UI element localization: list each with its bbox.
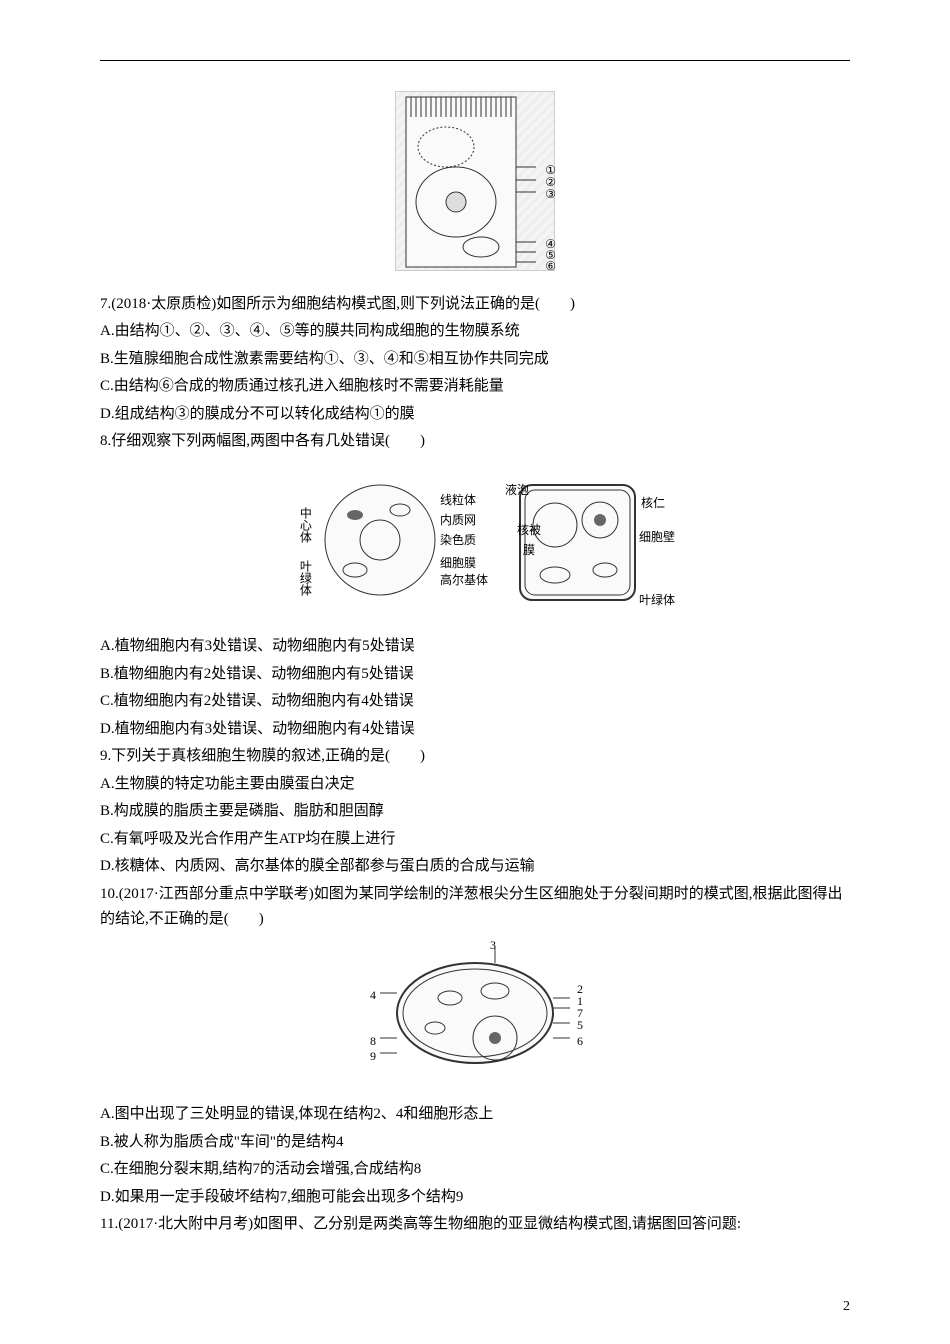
- q8-mid-label-2: 内质网: [440, 510, 476, 530]
- q8-mid-label-1: 线粒体: [440, 490, 476, 510]
- q8-stem: 8.仔细观察下列两幅图,两图中各有几处错误( ): [100, 429, 850, 455]
- q7-stem: 7.(2018·太原质检)如图所示为细胞结构模式图,则下列说法正确的是( ): [100, 292, 850, 318]
- q9-option-d: D.核糖体、内质网、高尔基体的膜全部都参与蛋白质的合成与运输: [100, 854, 850, 880]
- q7-option-d: D.组成结构③的膜成分不可以转化成结构①的膜: [100, 402, 850, 428]
- q7-option-a: A.由结构①、②、③、④、⑤等的膜共同构成细胞的生物膜系统: [100, 319, 850, 345]
- q8-right-top-label: 液泡: [505, 480, 529, 500]
- q8-mid-label-3: 染色质: [440, 530, 476, 550]
- q9-option-c: C.有氧呼吸及光合作用产生ATP均在膜上进行: [100, 827, 850, 853]
- q10-label-2: 2: [577, 979, 583, 999]
- q10-label-3: 3: [490, 935, 496, 955]
- q10-figure: 1 2 3 4 5 6 7 8 9: [100, 943, 850, 1093]
- q8-right-inner-1: 核被膜: [515, 520, 543, 561]
- q8-mid-label-5: 高尔基体: [440, 570, 488, 590]
- q10-label-7: 7: [577, 1003, 583, 1023]
- page-number: 2: [843, 1295, 850, 1319]
- q10-stem: 10.(2017·江西部分重点中学联考)如图为某同学绘制的洋葱根尖分生区细胞处于…: [100, 882, 850, 933]
- q8-right-inner-4: 叶绿体: [639, 590, 675, 610]
- q7-option-c: C.由结构⑥合成的物质通过核孔进入细胞核时不需要消耗能量: [100, 374, 850, 400]
- top-horizontal-rule: [100, 60, 850, 61]
- q10-option-a: A.图中出现了三处明显的错误,体现在结构2、4和细胞形态上: [100, 1102, 850, 1128]
- q8-left-label-1: 中心体: [295, 507, 315, 543]
- q8-figure: 中心体 叶绿体 线粒体 内质网 染色质 细胞膜 高尔基体 液泡 核被膜 核仁 细…: [100, 465, 850, 625]
- q10-label-6: 6: [577, 1031, 583, 1051]
- q10-label-4: 4: [370, 985, 376, 1005]
- q10-option-c: C.在细胞分裂末期,结构7的活动会增强,合成结构8: [100, 1157, 850, 1183]
- q7-figure: ① ② ③ ④ ⑤ ⑥: [100, 91, 850, 282]
- q9-option-a: A.生物膜的特定功能主要由膜蛋白决定: [100, 772, 850, 798]
- q8-right-inner-3: 细胞壁: [639, 527, 675, 547]
- q7-label-6: ⑥: [545, 256, 556, 276]
- q10-option-d: D.如果用一定手段破坏结构7,细胞可能会出现多个结构9: [100, 1185, 850, 1211]
- q8-option-c: C.植物细胞内有2处错误、动物细胞内有4处错误: [100, 689, 850, 715]
- q7-option-b: B.生殖腺细胞合成性激素需要结构①、③、④和⑤相互协作共同完成: [100, 347, 850, 373]
- q11-stem: 11.(2017·北大附中月考)如图甲、乙分别是两类高等生物细胞的亚显微结构模式…: [100, 1212, 850, 1238]
- q8-right-inner-2: 核仁: [641, 493, 665, 513]
- q8-option-a: A.植物细胞内有3处错误、动物细胞内有5处错误: [100, 634, 850, 660]
- q8-option-b: B.植物细胞内有2处错误、动物细胞内有5处错误: [100, 662, 850, 688]
- q9-stem: 9.下列关于真核细胞生物膜的叙述,正确的是( ): [100, 744, 850, 770]
- q9-option-b: B.构成膜的脂质主要是磷脂、脂肪和胆固醇: [100, 799, 850, 825]
- q8-option-d: D.植物细胞内有3处错误、动物细胞内有4处错误: [100, 717, 850, 743]
- q8-left-label-2: 叶绿体: [295, 560, 315, 596]
- q10-label-9: 9: [370, 1046, 376, 1066]
- q10-option-b: B.被人称为脂质合成"车间"的是结构4: [100, 1130, 850, 1156]
- q7-label-3: ③: [545, 184, 556, 204]
